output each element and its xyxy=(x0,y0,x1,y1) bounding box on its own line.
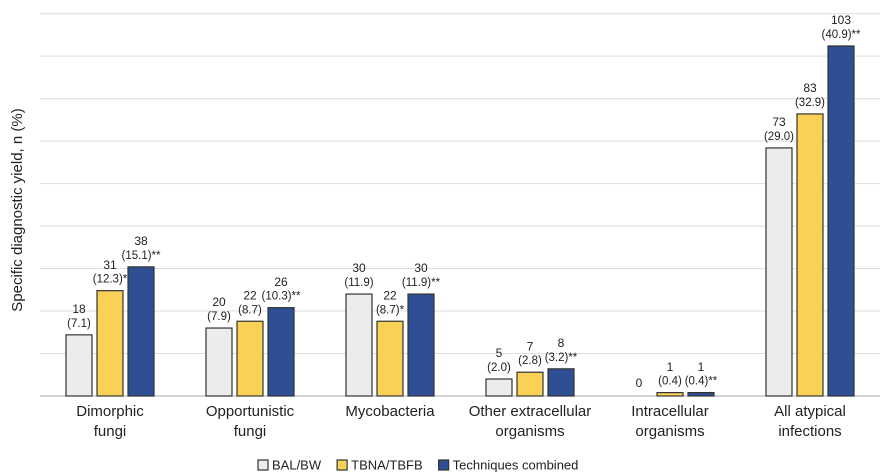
x-tick-label: Mycobacteria xyxy=(345,403,435,420)
data-label: 30 xyxy=(414,261,428,275)
data-label-percent: (12.3)* xyxy=(93,274,128,286)
data-label-percent: (8.7) xyxy=(238,304,262,316)
bar xyxy=(345,293,373,397)
data-label: 0 xyxy=(636,376,643,390)
bar xyxy=(65,334,93,397)
bar xyxy=(516,371,544,397)
data-label-percent: (2.0) xyxy=(487,362,511,374)
data-label-percent: (11.9)** xyxy=(402,277,441,289)
data-label-percent: (8.7)* xyxy=(376,304,405,316)
bar xyxy=(407,293,435,397)
bar xyxy=(827,45,855,397)
legend-label: TBNA/TBFB xyxy=(351,457,423,472)
data-label-percent: (32.9) xyxy=(795,97,825,109)
bar xyxy=(796,113,824,397)
data-label: 103 xyxy=(831,13,851,27)
bar xyxy=(656,392,684,397)
data-label-percent: (3.2)** xyxy=(545,352,578,364)
data-label-percent: (7.9) xyxy=(207,311,231,323)
legend-swatch xyxy=(336,459,348,471)
x-tick-label: infections xyxy=(778,423,841,440)
data-label-percent: (2.8) xyxy=(518,355,542,367)
data-label: 30 xyxy=(352,261,366,275)
data-label: 18 xyxy=(72,302,86,316)
legend-swatch xyxy=(438,459,450,471)
data-label-percent: (7.1) xyxy=(67,318,91,330)
bar xyxy=(205,327,233,397)
x-tick-label: fungi xyxy=(94,423,127,440)
bar xyxy=(687,392,715,397)
legend-label: Techniques combined xyxy=(453,457,579,472)
data-label-percent: (15.1)** xyxy=(122,250,162,262)
x-tick-label: Other extracellular xyxy=(469,403,592,420)
x-tick-label: organisms xyxy=(635,423,704,440)
data-label: 1 xyxy=(698,360,705,374)
x-tick-label: organisms xyxy=(495,423,564,440)
data-label: 38 xyxy=(134,234,148,248)
data-label-percent: (0.4)** xyxy=(685,376,718,388)
x-tick-label: Intracellular xyxy=(631,403,709,420)
data-label: 83 xyxy=(803,81,817,95)
x-tick-label: fungi xyxy=(234,423,267,440)
data-label-percent: (11.9) xyxy=(344,277,373,289)
data-label-percent: (40.9)** xyxy=(822,29,862,41)
data-label: 22 xyxy=(243,288,257,302)
bar xyxy=(765,147,793,397)
bar xyxy=(236,320,264,397)
data-label: 31 xyxy=(103,258,117,272)
legend-label: BAL/BW xyxy=(272,457,322,472)
data-label: 5 xyxy=(496,346,503,360)
bar xyxy=(547,368,575,397)
bar xyxy=(376,320,404,397)
legend-swatch xyxy=(257,459,269,471)
data-label: 8 xyxy=(558,336,565,350)
bar xyxy=(485,378,513,397)
x-tick-label: Dimorphic xyxy=(76,403,144,420)
data-label: 22 xyxy=(383,288,397,302)
bar xyxy=(267,307,295,397)
x-tick-label: All atypical xyxy=(774,403,846,420)
data-label-percent: (29.0) xyxy=(764,131,794,143)
x-tick-label: Opportunistic xyxy=(206,403,295,420)
data-label: 20 xyxy=(212,295,226,309)
y-axis-label: Specific diagnostic yield, n (%) xyxy=(9,108,26,311)
data-label-percent: (0.4) xyxy=(658,376,682,388)
data-label: 1 xyxy=(667,360,674,374)
data-label-percent: (10.3)** xyxy=(262,291,302,303)
data-label: 7 xyxy=(527,339,534,353)
bar xyxy=(127,266,155,397)
data-label: 26 xyxy=(274,275,288,289)
bar xyxy=(96,290,124,397)
data-label: 73 xyxy=(772,115,786,129)
